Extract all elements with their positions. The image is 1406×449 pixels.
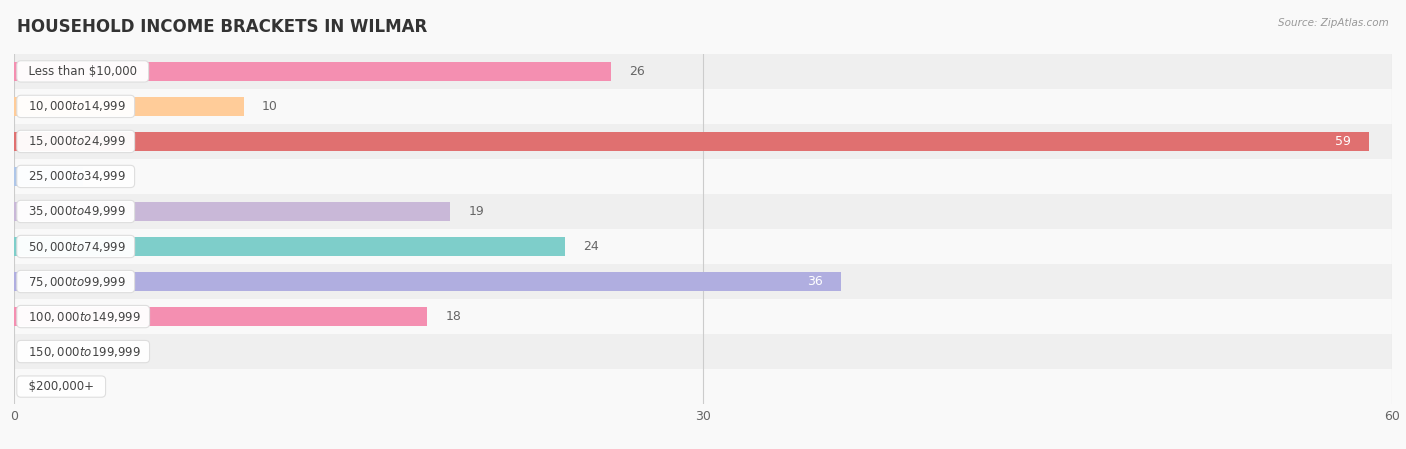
Bar xyxy=(14,229,1392,264)
Text: 59: 59 xyxy=(1334,135,1351,148)
Bar xyxy=(14,167,83,186)
Text: 10: 10 xyxy=(262,100,278,113)
Bar xyxy=(14,194,1392,229)
Bar xyxy=(14,132,1369,151)
Bar xyxy=(14,307,427,326)
Bar xyxy=(14,97,243,116)
Text: $10,000 to $14,999: $10,000 to $14,999 xyxy=(21,99,131,114)
Text: 24: 24 xyxy=(583,240,599,253)
Bar xyxy=(14,334,1392,369)
Text: 18: 18 xyxy=(446,310,461,323)
Text: $25,000 to $34,999: $25,000 to $34,999 xyxy=(21,169,131,184)
Text: $100,000 to $149,999: $100,000 to $149,999 xyxy=(21,309,145,324)
Text: 0: 0 xyxy=(32,345,41,358)
Text: $50,000 to $74,999: $50,000 to $74,999 xyxy=(21,239,131,254)
Text: 26: 26 xyxy=(630,65,645,78)
Bar xyxy=(14,89,1392,124)
Text: HOUSEHOLD INCOME BRACKETS IN WILMAR: HOUSEHOLD INCOME BRACKETS IN WILMAR xyxy=(17,18,427,36)
Text: 3: 3 xyxy=(101,170,110,183)
Text: 36: 36 xyxy=(807,275,823,288)
Bar xyxy=(14,159,1392,194)
Bar xyxy=(14,299,1392,334)
Bar xyxy=(14,54,1392,89)
Text: $200,000+: $200,000+ xyxy=(21,380,101,393)
Bar xyxy=(14,237,565,256)
Text: $35,000 to $49,999: $35,000 to $49,999 xyxy=(21,204,131,219)
Bar xyxy=(14,202,450,221)
Text: Less than $10,000: Less than $10,000 xyxy=(21,65,145,78)
Bar xyxy=(14,62,612,81)
Bar xyxy=(14,369,1392,404)
Text: $15,000 to $24,999: $15,000 to $24,999 xyxy=(21,134,131,149)
Text: Source: ZipAtlas.com: Source: ZipAtlas.com xyxy=(1278,18,1389,28)
Text: 19: 19 xyxy=(468,205,485,218)
Bar xyxy=(14,264,1392,299)
Text: 0: 0 xyxy=(32,380,41,393)
Bar xyxy=(14,272,841,291)
Text: $150,000 to $199,999: $150,000 to $199,999 xyxy=(21,344,145,359)
Bar xyxy=(14,124,1392,159)
Text: $75,000 to $99,999: $75,000 to $99,999 xyxy=(21,274,131,289)
